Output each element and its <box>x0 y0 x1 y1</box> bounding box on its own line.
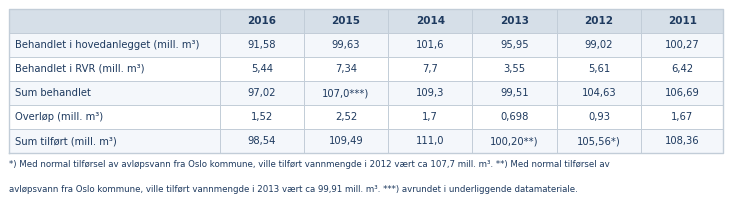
Bar <box>304 9 388 33</box>
Text: 2015: 2015 <box>332 16 360 26</box>
Text: 2013: 2013 <box>500 16 529 26</box>
Text: 100,20**): 100,20**) <box>490 136 539 146</box>
Text: 2012: 2012 <box>584 16 613 26</box>
Text: 7,34: 7,34 <box>335 64 357 74</box>
Text: 2011: 2011 <box>668 16 697 26</box>
Text: 100,27: 100,27 <box>665 40 700 50</box>
Text: avløpsvann fra Oslo kommune, ville tilført vannmengde i 2013 vært ca 99,91 mill.: avløpsvann fra Oslo kommune, ville tilfø… <box>9 185 578 194</box>
Bar <box>9 9 220 33</box>
Text: 1,7: 1,7 <box>422 112 438 122</box>
Bar <box>220 105 304 129</box>
Text: Behandlet i hovedanlegget (mill. m³): Behandlet i hovedanlegget (mill. m³) <box>15 40 199 50</box>
Text: 99,51: 99,51 <box>500 88 529 98</box>
Text: 1,67: 1,67 <box>671 112 693 122</box>
Bar <box>388 33 472 57</box>
Text: 1,52: 1,52 <box>250 112 273 122</box>
Bar <box>304 129 388 153</box>
Bar <box>472 129 557 153</box>
Text: 99,63: 99,63 <box>332 40 360 50</box>
Text: 91,58: 91,58 <box>247 40 276 50</box>
Bar <box>9 129 220 153</box>
Bar <box>388 57 472 81</box>
Bar <box>641 129 723 153</box>
Bar <box>557 9 641 33</box>
Text: Behandlet i RVR (mill. m³): Behandlet i RVR (mill. m³) <box>15 64 144 74</box>
Bar <box>557 57 641 81</box>
Text: Sum tilført (mill. m³): Sum tilført (mill. m³) <box>15 136 116 146</box>
Bar <box>472 105 557 129</box>
Bar <box>388 9 472 33</box>
Text: 2014: 2014 <box>416 16 445 26</box>
Bar <box>641 33 723 57</box>
Bar <box>304 81 388 105</box>
Text: Overløp (mill. m³): Overløp (mill. m³) <box>15 112 102 122</box>
Bar <box>557 33 641 57</box>
Bar <box>388 81 472 105</box>
Text: 5,61: 5,61 <box>588 64 610 74</box>
Text: 2016: 2016 <box>247 16 276 26</box>
Text: 107,0***): 107,0***) <box>322 88 370 98</box>
Text: *) Med normal tilførsel av avløpsvann fra Oslo kommune, ville tilført vannmengde: *) Med normal tilførsel av avløpsvann fr… <box>9 160 610 169</box>
Text: 7,7: 7,7 <box>422 64 438 74</box>
Text: 3,55: 3,55 <box>504 64 526 74</box>
Bar <box>220 9 304 33</box>
Bar <box>388 129 472 153</box>
Text: 2,52: 2,52 <box>335 112 357 122</box>
Bar <box>472 57 557 81</box>
Text: 101,6: 101,6 <box>416 40 444 50</box>
Text: 108,36: 108,36 <box>665 136 700 146</box>
Bar <box>304 105 388 129</box>
Bar <box>388 105 472 129</box>
Bar <box>557 105 641 129</box>
Text: 6,42: 6,42 <box>671 64 693 74</box>
Bar <box>641 9 723 33</box>
Bar <box>304 57 388 81</box>
Bar <box>472 81 557 105</box>
Bar <box>472 9 557 33</box>
Text: 0,93: 0,93 <box>588 112 610 122</box>
Bar <box>220 33 304 57</box>
Bar <box>641 57 723 81</box>
Text: 109,3: 109,3 <box>416 88 444 98</box>
Text: 106,69: 106,69 <box>665 88 700 98</box>
Bar <box>9 57 220 81</box>
Bar <box>304 33 388 57</box>
Text: 99,02: 99,02 <box>585 40 613 50</box>
Text: 105,56*): 105,56*) <box>577 136 621 146</box>
Bar <box>220 57 304 81</box>
Text: 104,63: 104,63 <box>582 88 616 98</box>
Bar <box>220 129 304 153</box>
Text: 97,02: 97,02 <box>247 88 276 98</box>
Text: 98,54: 98,54 <box>247 136 276 146</box>
Text: 95,95: 95,95 <box>500 40 529 50</box>
Bar <box>220 81 304 105</box>
Text: 109,49: 109,49 <box>329 136 363 146</box>
Bar <box>472 33 557 57</box>
Bar <box>641 105 723 129</box>
Bar <box>9 105 220 129</box>
Bar <box>557 81 641 105</box>
Text: 5,44: 5,44 <box>250 64 273 74</box>
Bar <box>641 81 723 105</box>
Bar <box>9 81 220 105</box>
Bar <box>9 33 220 57</box>
Text: Sum behandlet: Sum behandlet <box>15 88 91 98</box>
Bar <box>557 129 641 153</box>
Text: 0,698: 0,698 <box>501 112 529 122</box>
Text: 111,0: 111,0 <box>416 136 444 146</box>
